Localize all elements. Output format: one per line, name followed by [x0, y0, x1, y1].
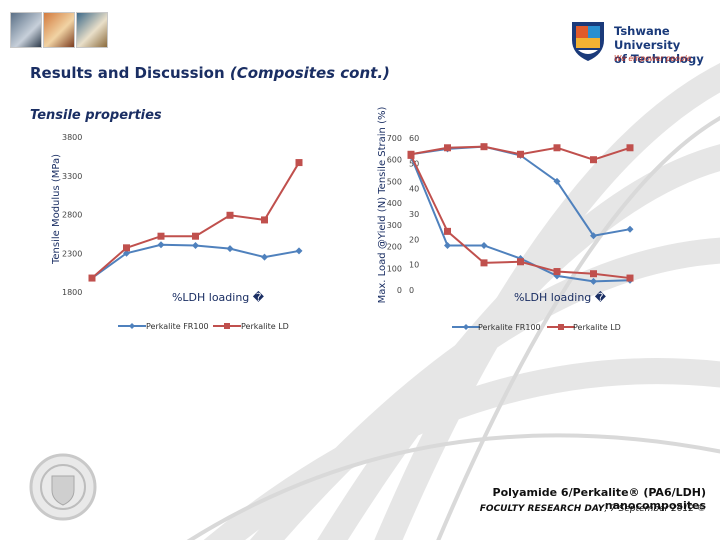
chart1-point	[226, 245, 234, 253]
chart2-ytick-left: 500	[387, 177, 402, 186]
chart1-point	[295, 247, 303, 255]
chart2-xlabel: %LDH loading �	[514, 291, 607, 304]
page-title: Results and Discussion (Composites cont.…	[30, 64, 390, 82]
chart2-point	[590, 277, 597, 285]
chart2-ytick-right: 40	[409, 185, 419, 194]
footer-subtitle-bold: FOCULTY RESEARCH DAY	[479, 504, 605, 514]
chart2-ytick-right: 60	[409, 134, 419, 143]
chart1-ytick-label: 2300	[62, 249, 82, 258]
chart2-point	[407, 151, 415, 159]
chart2-legend-label: Perkalite LD	[573, 323, 621, 332]
chart1-point	[261, 216, 268, 224]
chart2-ytick-right: 0	[409, 286, 414, 295]
chart2-point	[444, 241, 451, 249]
chart1-point	[123, 249, 130, 257]
chart2-ytick-left: 100	[387, 264, 402, 273]
chart2-point	[553, 177, 561, 185]
chart2-ytick-right: 30	[409, 210, 419, 219]
chart1-ytick-label: 1800	[62, 288, 82, 297]
chart2-point	[480, 143, 488, 151]
photo-lab	[76, 12, 108, 48]
chart1-point	[88, 274, 96, 282]
chart2-point	[626, 225, 634, 233]
chart1-legend-label: Perkalite FR100	[146, 322, 209, 331]
chart2-ytick-left: 300	[387, 221, 402, 230]
chart1-point	[261, 253, 268, 261]
logo-line1: Tshwane University	[614, 24, 681, 52]
chart1-ytick-label: 3300	[62, 172, 82, 181]
photo-people	[43, 12, 75, 48]
chart2-ytick-left: 400	[387, 199, 402, 208]
logo-name: Tshwane University of Technology	[614, 24, 720, 66]
chart1-point	[295, 159, 303, 167]
chart2-point	[590, 232, 597, 240]
chart2-point	[444, 144, 451, 152]
chart2-point	[480, 241, 488, 249]
chart2-ytick-left: 700	[387, 134, 402, 143]
chart2-point	[517, 258, 524, 266]
chart2-legend-label: Perkalite FR100	[478, 323, 541, 332]
chart1-point	[157, 232, 165, 240]
photo-students	[10, 12, 42, 48]
chart2-ytick-right: 20	[409, 235, 419, 244]
chart2-point	[626, 274, 634, 282]
footer-title: Polyamide 6/Perkalite® (PA6/LDH) nanocom…	[492, 486, 706, 512]
chart1-legend-marker	[224, 323, 230, 329]
page-title-paren: (Composites cont.)	[229, 64, 390, 82]
chart2-ytick-left: 200	[387, 243, 402, 252]
logo-tagline: We empower people	[614, 54, 692, 63]
footer-subtitle: FOCULTY RESEARCH DAY, 7 September 2012 ©	[390, 504, 706, 514]
chart1-point	[226, 211, 234, 219]
chart1-ytick-label: 3800	[62, 133, 82, 142]
footer-subtitle-rest: , 7 September 2012 ©	[604, 504, 706, 514]
tut-logo-icon	[572, 22, 604, 61]
chart2-point	[517, 150, 524, 158]
chart2-point	[444, 227, 451, 235]
chart2-legend-marker	[463, 324, 469, 330]
chart1-xlabel: %LDH loading �	[172, 291, 265, 304]
header-photos	[10, 8, 110, 48]
chart2-point	[626, 144, 634, 152]
chart1-ylabel: Tensile Modulus (MPa)	[51, 154, 62, 265]
chart2-ytick-left: 600	[387, 156, 402, 165]
university-seal-icon	[29, 453, 97, 521]
chart1-point	[192, 232, 199, 240]
chart2-ytick-right: 10	[409, 261, 419, 270]
chart1-point	[192, 242, 199, 249]
chart1-point	[157, 241, 165, 249]
chart2-legend-marker	[558, 324, 564, 330]
chart1-ytick-label: 2800	[62, 211, 82, 220]
chart2-ytick-left: 0	[397, 286, 402, 295]
chart2-point	[590, 270, 597, 278]
chart2-point	[590, 156, 597, 164]
chart1-legend-marker	[129, 323, 135, 329]
chart2-point	[553, 268, 561, 276]
page-title-main: Results and Discussion	[30, 64, 225, 82]
chart2-ylabel: Max. Load @Yield (N) Tensile Strain (%)	[377, 107, 388, 304]
page-subtitle: Tensile properties	[30, 108, 162, 123]
chart1-legend-label: Perkalite LD	[241, 322, 289, 331]
chart2-point	[480, 259, 488, 267]
chart1-point	[123, 244, 130, 252]
logo-line2: of Technology	[614, 52, 704, 66]
chart2-point	[553, 144, 561, 152]
